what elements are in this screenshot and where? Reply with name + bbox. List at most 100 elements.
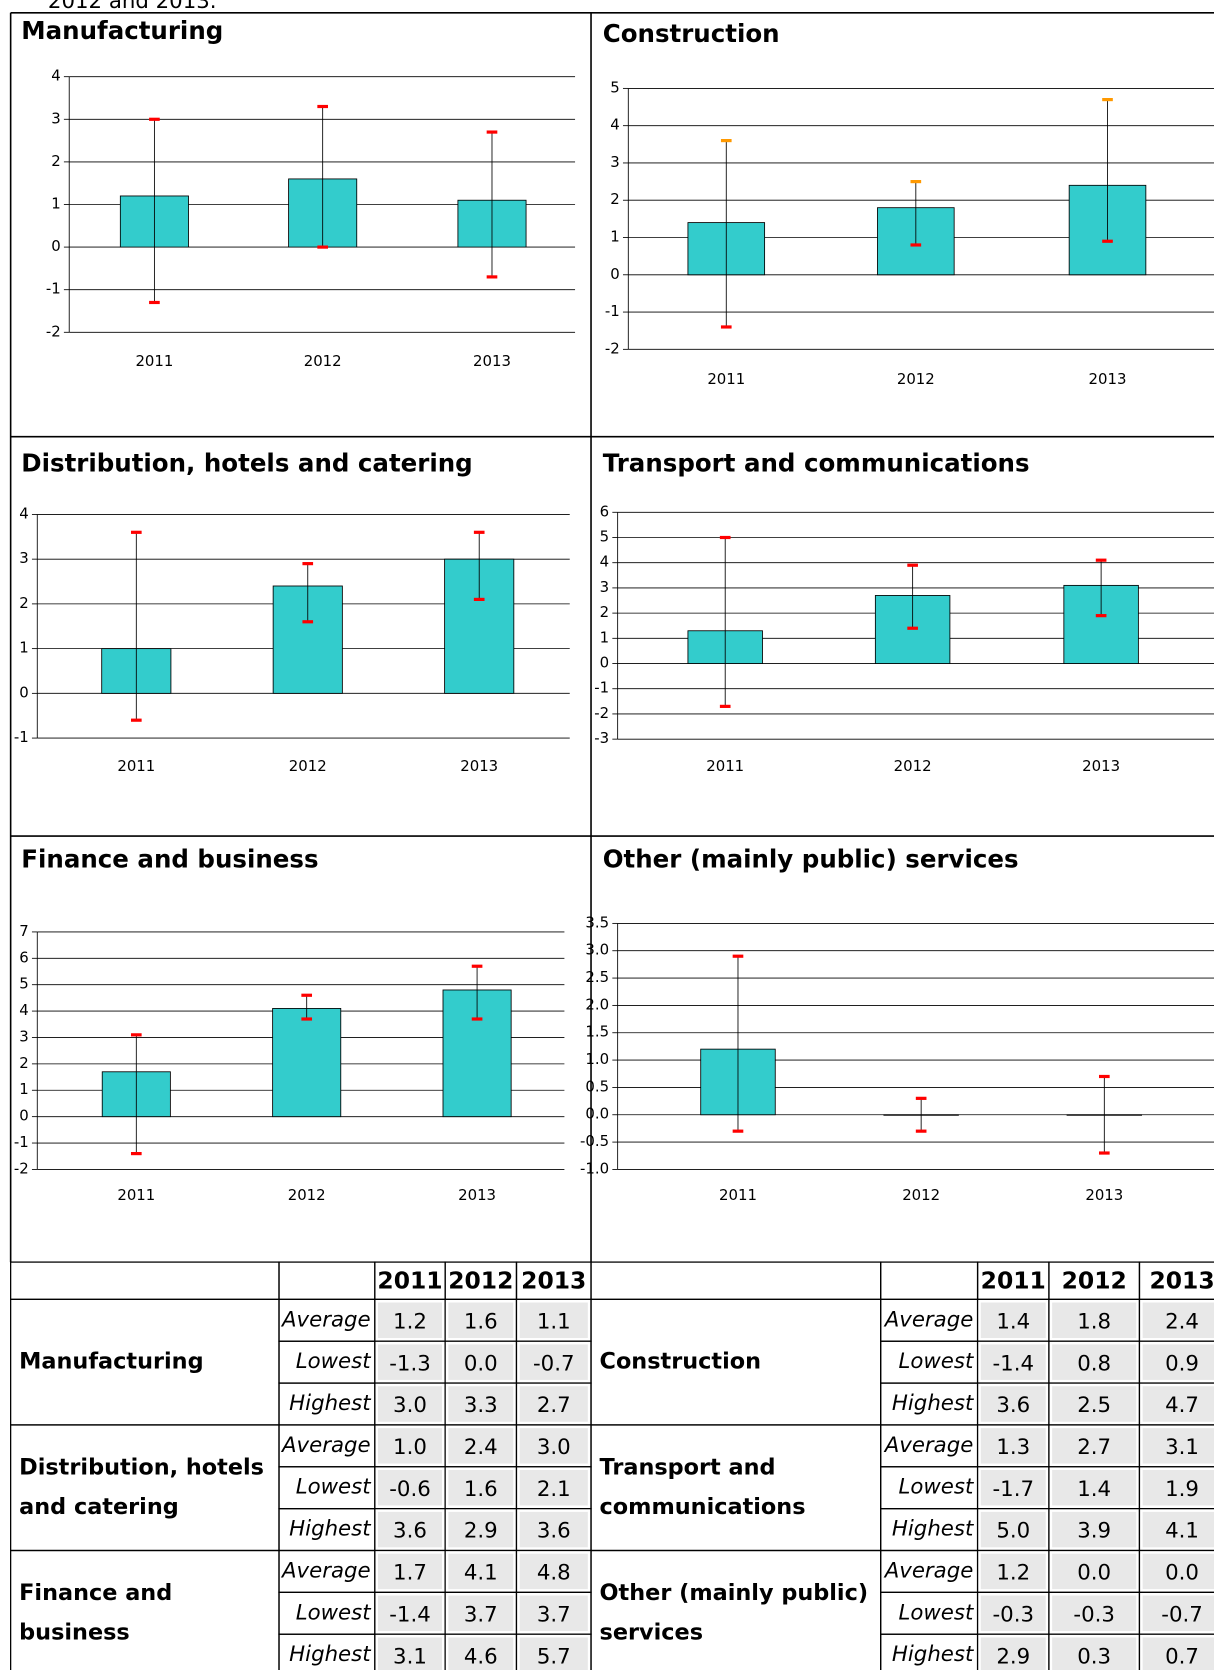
chart-title: Manufacturing (21, 16, 223, 45)
stat-label: Highest (289, 1517, 371, 1542)
x-tick-label: 2013 (1089, 370, 1127, 388)
y-tick-label: 2 (19, 594, 28, 612)
cell-shade (1142, 1386, 1214, 1422)
y-tick-label: 0 (19, 683, 28, 701)
cell-shade (1052, 1386, 1137, 1422)
cell-shade (378, 1302, 442, 1339)
y-tick-label: -1 (605, 302, 620, 320)
table-value: 3.0 (393, 1393, 427, 1418)
x-tick-label: 2012 (304, 352, 342, 370)
cell-shade (1142, 1553, 1214, 1590)
row-label: communications (600, 1494, 806, 1520)
table-value: 4.1 (1165, 1519, 1199, 1544)
stat-label: Average (883, 1558, 974, 1583)
chart-title: Other (mainly public) services (603, 845, 1019, 874)
cell-shade (980, 1386, 1046, 1422)
cell-shade (519, 1595, 588, 1632)
x-tick-label: 2011 (706, 757, 744, 775)
x-tick-label: 2011 (117, 757, 155, 775)
y-tick-label: 0 (19, 1107, 28, 1125)
cell-shade (980, 1302, 1046, 1339)
stat-label: Lowest (899, 1475, 974, 1500)
x-tick-label: 2012 (289, 757, 327, 775)
stat-label: Highest (892, 1642, 974, 1667)
table-value: 0.0 (1165, 1561, 1199, 1586)
chart-title: Construction (603, 19, 780, 48)
table-value: 5.0 (996, 1519, 1030, 1544)
table-value: 0.0 (1077, 1561, 1111, 1586)
row-label: Manufacturing (19, 1349, 203, 1375)
table-header: 2013 (1149, 1266, 1214, 1294)
table-value: 1.6 (464, 1309, 498, 1334)
table-value: -0.3 (992, 1602, 1034, 1627)
table-value: 3.9 (1077, 1519, 1111, 1544)
y-tick-label: -1 (46, 280, 61, 298)
row-label: business (19, 1619, 130, 1645)
cell-shade (519, 1302, 588, 1339)
table-cell (10, 1549, 280, 1670)
cell-shade (1052, 1595, 1137, 1632)
table-value: 4.6 (464, 1644, 498, 1669)
cell-shade (519, 1428, 588, 1464)
y-tick-label: 7 (19, 922, 28, 940)
intro-text: 2012 and 2013. (48, 0, 217, 14)
stat-label: Lowest (296, 1600, 371, 1625)
cell-shade (1142, 1595, 1214, 1632)
table-value: 1.7 (393, 1561, 427, 1586)
y-tick-label: -2 (46, 322, 61, 340)
y-tick-label: 0.0 (585, 1105, 609, 1123)
table-cell (590, 1549, 882, 1670)
cell-shade (378, 1344, 442, 1380)
x-tick-label: 2011 (135, 352, 173, 370)
table-value: 3.3 (464, 1393, 498, 1418)
cell-shade (980, 1511, 1046, 1548)
cell-shade (1142, 1302, 1214, 1339)
table-cell (880, 1261, 979, 1301)
panel-borders (9, 11, 1214, 1263)
cell-shade (980, 1637, 1046, 1670)
y-tick-label: 1 (600, 628, 609, 646)
table-cell (10, 1424, 280, 1552)
table-value: 5.7 (537, 1644, 571, 1669)
y-tick-label: 2.5 (585, 968, 609, 986)
y-tick-label: 6 (600, 502, 609, 520)
y-tick-label: 4 (19, 1001, 28, 1019)
stat-label: Lowest (899, 1349, 974, 1374)
x-tick-label: 2013 (458, 1186, 496, 1204)
table-value: 2.9 (464, 1519, 498, 1544)
y-tick-label: 0 (610, 265, 619, 283)
y-tick-label: 2 (19, 1054, 28, 1072)
table-value: 2.4 (1165, 1309, 1199, 1334)
table-value: 1.2 (393, 1309, 427, 1334)
table-value: -1.7 (992, 1477, 1034, 1502)
x-tick-label: 2012 (288, 1186, 326, 1204)
x-tick-label: 2011 (707, 370, 745, 388)
table-value: 1.8 (1077, 1309, 1111, 1334)
y-tick-label: 5 (600, 527, 609, 545)
cell-shade (519, 1386, 588, 1422)
cell-shade (448, 1469, 514, 1506)
cell-shade (519, 1637, 588, 1670)
chart-title: Transport and communications (603, 448, 1030, 477)
cell-shade (1052, 1637, 1137, 1670)
bar (272, 1008, 342, 1118)
row-label: services (600, 1619, 703, 1645)
y-tick-label: -1 (14, 1133, 29, 1151)
cell-shade (378, 1637, 442, 1670)
table-value: 2.1 (537, 1477, 571, 1502)
y-tick-label: 0.5 (585, 1077, 609, 1095)
table-value: 4.7 (1165, 1393, 1199, 1418)
x-tick-label: 2013 (1085, 1186, 1123, 1204)
cell-shade (448, 1637, 514, 1670)
x-tick-label: 2012 (902, 1186, 940, 1204)
cell-shade (448, 1386, 514, 1422)
table-cell (590, 1424, 882, 1552)
cell-shade (1052, 1302, 1137, 1339)
y-tick-label: 3.5 (585, 913, 609, 931)
y-tick-label: 1 (610, 228, 619, 246)
y-tick-label: 1.0 (585, 1050, 609, 1068)
cell-shade (378, 1386, 442, 1422)
y-tick-label: 4 (51, 67, 60, 85)
table-cell (278, 1261, 376, 1301)
stat-label: Average (280, 1307, 371, 1332)
